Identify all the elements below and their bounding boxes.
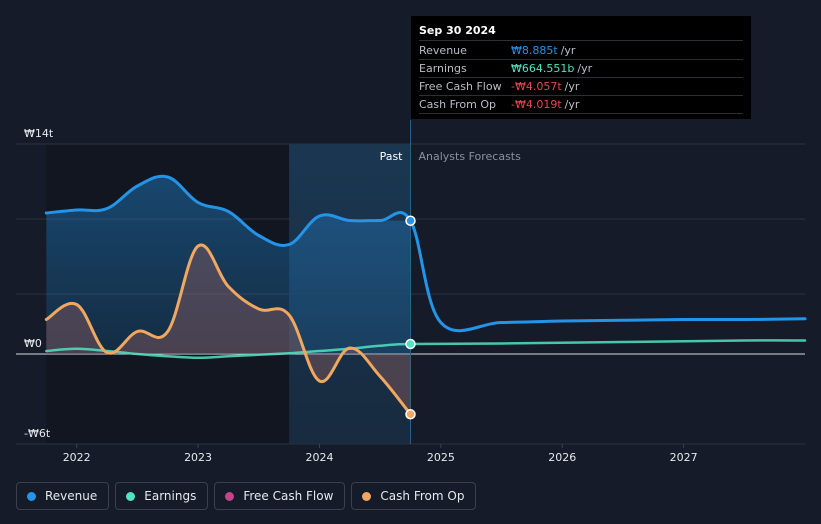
cash-from-op-line [44,243,412,416]
tooltip-row-free-cash-flow: Free Cash Flow -₩4.057t /yr [419,78,743,96]
x-tick-label: 2026 [548,451,576,464]
tooltip-label: Free Cash Flow [419,80,502,93]
tooltip-unit: /yr [564,80,580,93]
tooltip-label: Earnings [419,62,467,75]
chart-legend: Revenue Earnings Free Cash Flow Cash Fro… [16,482,477,510]
revenue-line [44,174,807,333]
series-fills [46,176,411,415]
data-tooltip: Sep 30 2024 Revenue ₩8.885t /yr Earnings… [411,16,751,119]
tooltip-label: Cash From Op [419,98,497,111]
past-label: Past [380,150,404,163]
legend-item-cash-from-op[interactable]: Cash From Op [351,482,477,510]
tooltip-row-earnings: Earnings ₩664.551b /yr [419,60,743,78]
legend-item-earnings[interactable]: Earnings [115,482,209,510]
tooltip-label: Revenue [419,44,467,57]
tooltip-value: ₩664.551b [511,62,575,75]
tooltip-row-cash-from-op: Cash From Op -₩4.019t /yr [419,96,743,114]
tooltip-value: ₩8.885t [511,44,558,57]
x-tick-label: 2024 [305,451,333,464]
revenue-area [46,176,411,354]
forecast-label: Analysts Forecasts [419,150,522,163]
legend-dot-icon [362,491,372,501]
tooltip-unit: /yr [564,98,580,111]
legend-dot-icon [126,491,136,501]
earnings-marker [405,338,416,350]
legend-item-revenue[interactable]: Revenue [16,482,110,510]
legend-item-free-cash-flow[interactable]: Free Cash Flow [214,482,346,510]
revenue-marker [405,215,416,226]
legend-dot-icon [27,491,36,501]
series-markers [405,215,416,420]
tooltip-date: Sep 30 2024 [419,22,743,41]
legend-label: Cash From Op [380,489,465,503]
y-tick-label: -₩6t [24,427,51,440]
tooltip-value: -₩4.019t [511,98,562,111]
x-tick-label: 2027 [670,451,698,464]
tooltip-row-revenue: Revenue ₩8.885t /yr [419,42,743,60]
axis-labels: ₩14t ₩0 -₩6t 2022 2023 2024 2025 2026 2027 Past An… [24,127,698,464]
x-tick-label: 2025 [427,451,455,464]
tooltip-unit: /yr [560,44,576,57]
tooltip-unit: /yr [577,62,593,75]
x-tick-label: 2022 [63,451,91,464]
cash-from-op-area [46,244,411,415]
series-lines [44,174,807,416]
legend-dot-icon [225,491,235,501]
legend-label: Earnings [144,489,197,503]
y-tick-label: ₩14t [24,127,54,140]
y-tick-label: ₩0 [24,337,42,350]
legend-label: Free Cash Flow [243,489,334,503]
tooltip-value: -₩4.057t [511,80,562,93]
x-tick-label: 2023 [184,451,212,464]
legend-label: Revenue [45,489,98,503]
cash-from-op-marker [405,409,416,420]
